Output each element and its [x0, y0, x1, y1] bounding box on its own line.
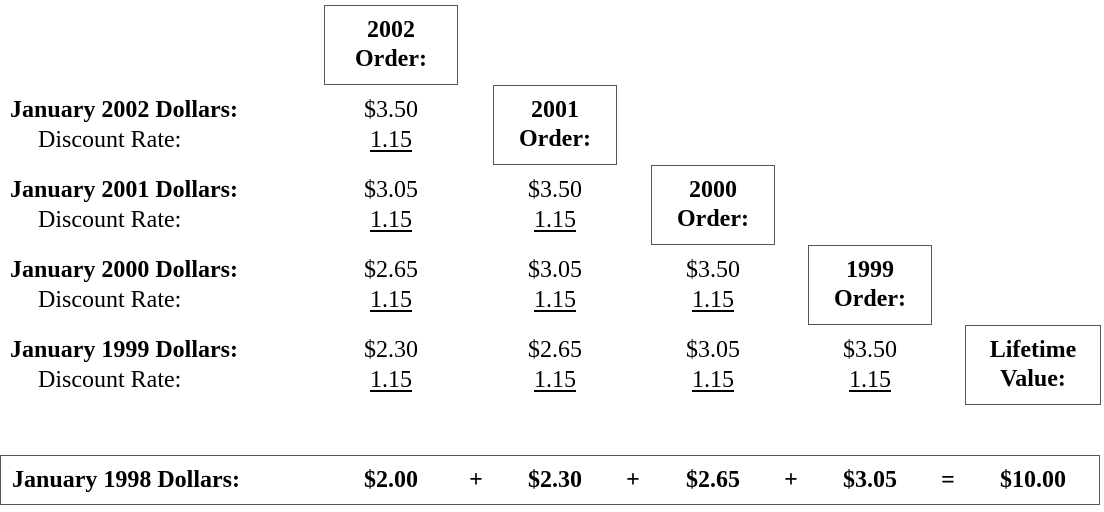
heading-box: Lifetime Value:: [965, 325, 1101, 405]
heading-line: 1999: [846, 257, 894, 283]
discount-rate: 1.15: [370, 127, 412, 153]
discount-rate: 1.15: [370, 207, 412, 233]
dollar-value: $3.05: [528, 257, 582, 283]
operator: +: [469, 467, 483, 493]
row-label: January 1999 Dollars:: [10, 337, 238, 363]
dollar-value: $3.50: [364, 97, 418, 123]
discount-rate: 1.15: [370, 287, 412, 313]
rate-label: Discount Rate:: [38, 287, 182, 313]
discount-rate: 1.15: [849, 367, 891, 393]
operator: +: [626, 467, 640, 493]
dollar-value: $2.65: [364, 257, 418, 283]
heading-line: 2000: [689, 177, 737, 203]
heading-box: 2002 Order:: [324, 5, 458, 85]
heading-line: Order:: [355, 46, 427, 72]
discount-rate: 1.15: [692, 287, 734, 313]
rate-label: Discount Rate:: [38, 367, 182, 393]
dollar-value: $2.30: [364, 337, 418, 363]
heading-line: Value:: [1000, 366, 1066, 392]
total: $10.00: [1000, 467, 1066, 493]
heading-line: Order:: [677, 206, 749, 232]
heading-line: Order:: [834, 286, 906, 312]
summary-box: [0, 455, 1100, 505]
discount-rate: 1.15: [534, 367, 576, 393]
heading-box: 2000 Order:: [651, 165, 775, 245]
dollar-value: $3.50: [528, 177, 582, 203]
row-label: January 2002 Dollars:: [10, 97, 238, 123]
operator: +: [784, 467, 798, 493]
row-label: January 2001 Dollars:: [10, 177, 238, 203]
row-label: January 2000 Dollars:: [10, 257, 238, 283]
summary-term: $2.30: [528, 467, 582, 493]
rate-label: Discount Rate:: [38, 127, 182, 153]
dollar-value: $3.05: [364, 177, 418, 203]
summary-term: $2.00: [364, 467, 418, 493]
heading-box: 1999 Order:: [808, 245, 932, 325]
summary-term: $3.05: [843, 467, 897, 493]
summary-label: January 1998 Dollars:: [12, 467, 240, 493]
dollar-value: $2.65: [528, 337, 582, 363]
dollar-value: $3.05: [686, 337, 740, 363]
dollar-value: $3.50: [843, 337, 897, 363]
heading-line: 2001: [531, 97, 579, 123]
summary-term: $2.65: [686, 467, 740, 493]
heading-line: Lifetime: [989, 337, 1077, 363]
discount-rate: 1.15: [692, 367, 734, 393]
heading-line: Order:: [519, 126, 591, 152]
rate-label: Discount Rate:: [38, 207, 182, 233]
discount-rate: 1.15: [534, 287, 576, 313]
discount-rate: 1.15: [370, 367, 412, 393]
discount-rate: 1.15: [534, 207, 576, 233]
dollar-value: $3.50: [686, 257, 740, 283]
heading-box: 2001 Order:: [493, 85, 617, 165]
equals: =: [941, 467, 955, 493]
heading-line: 2002: [367, 17, 415, 43]
